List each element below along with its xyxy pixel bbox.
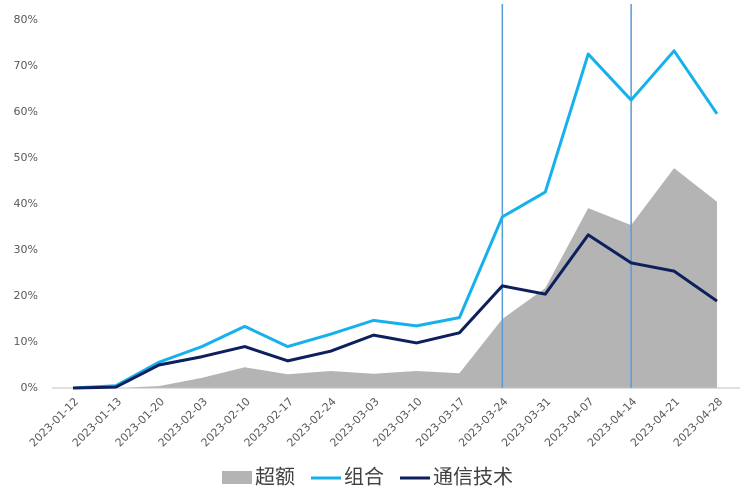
legend-label: 通信技术	[433, 465, 513, 489]
y-tick-label: 40%	[14, 197, 38, 210]
y-tick-label: 70%	[14, 59, 38, 72]
legend-label: 超额	[255, 465, 295, 489]
legend-label: 组合	[344, 465, 384, 489]
line	[72, 49, 719, 390]
y-tick-label: 0%	[21, 381, 38, 394]
y-tick-label: 60%	[14, 105, 38, 118]
y-tick-label: 30%	[14, 243, 38, 256]
area	[73, 168, 717, 388]
y-tick-label: 10%	[14, 335, 38, 348]
legend-swatch	[222, 471, 252, 484]
y-tick-label: 80%	[14, 13, 38, 26]
y-tick-label: 20%	[14, 289, 38, 302]
line	[72, 233, 718, 390]
y-tick-label: 50%	[14, 151, 38, 164]
